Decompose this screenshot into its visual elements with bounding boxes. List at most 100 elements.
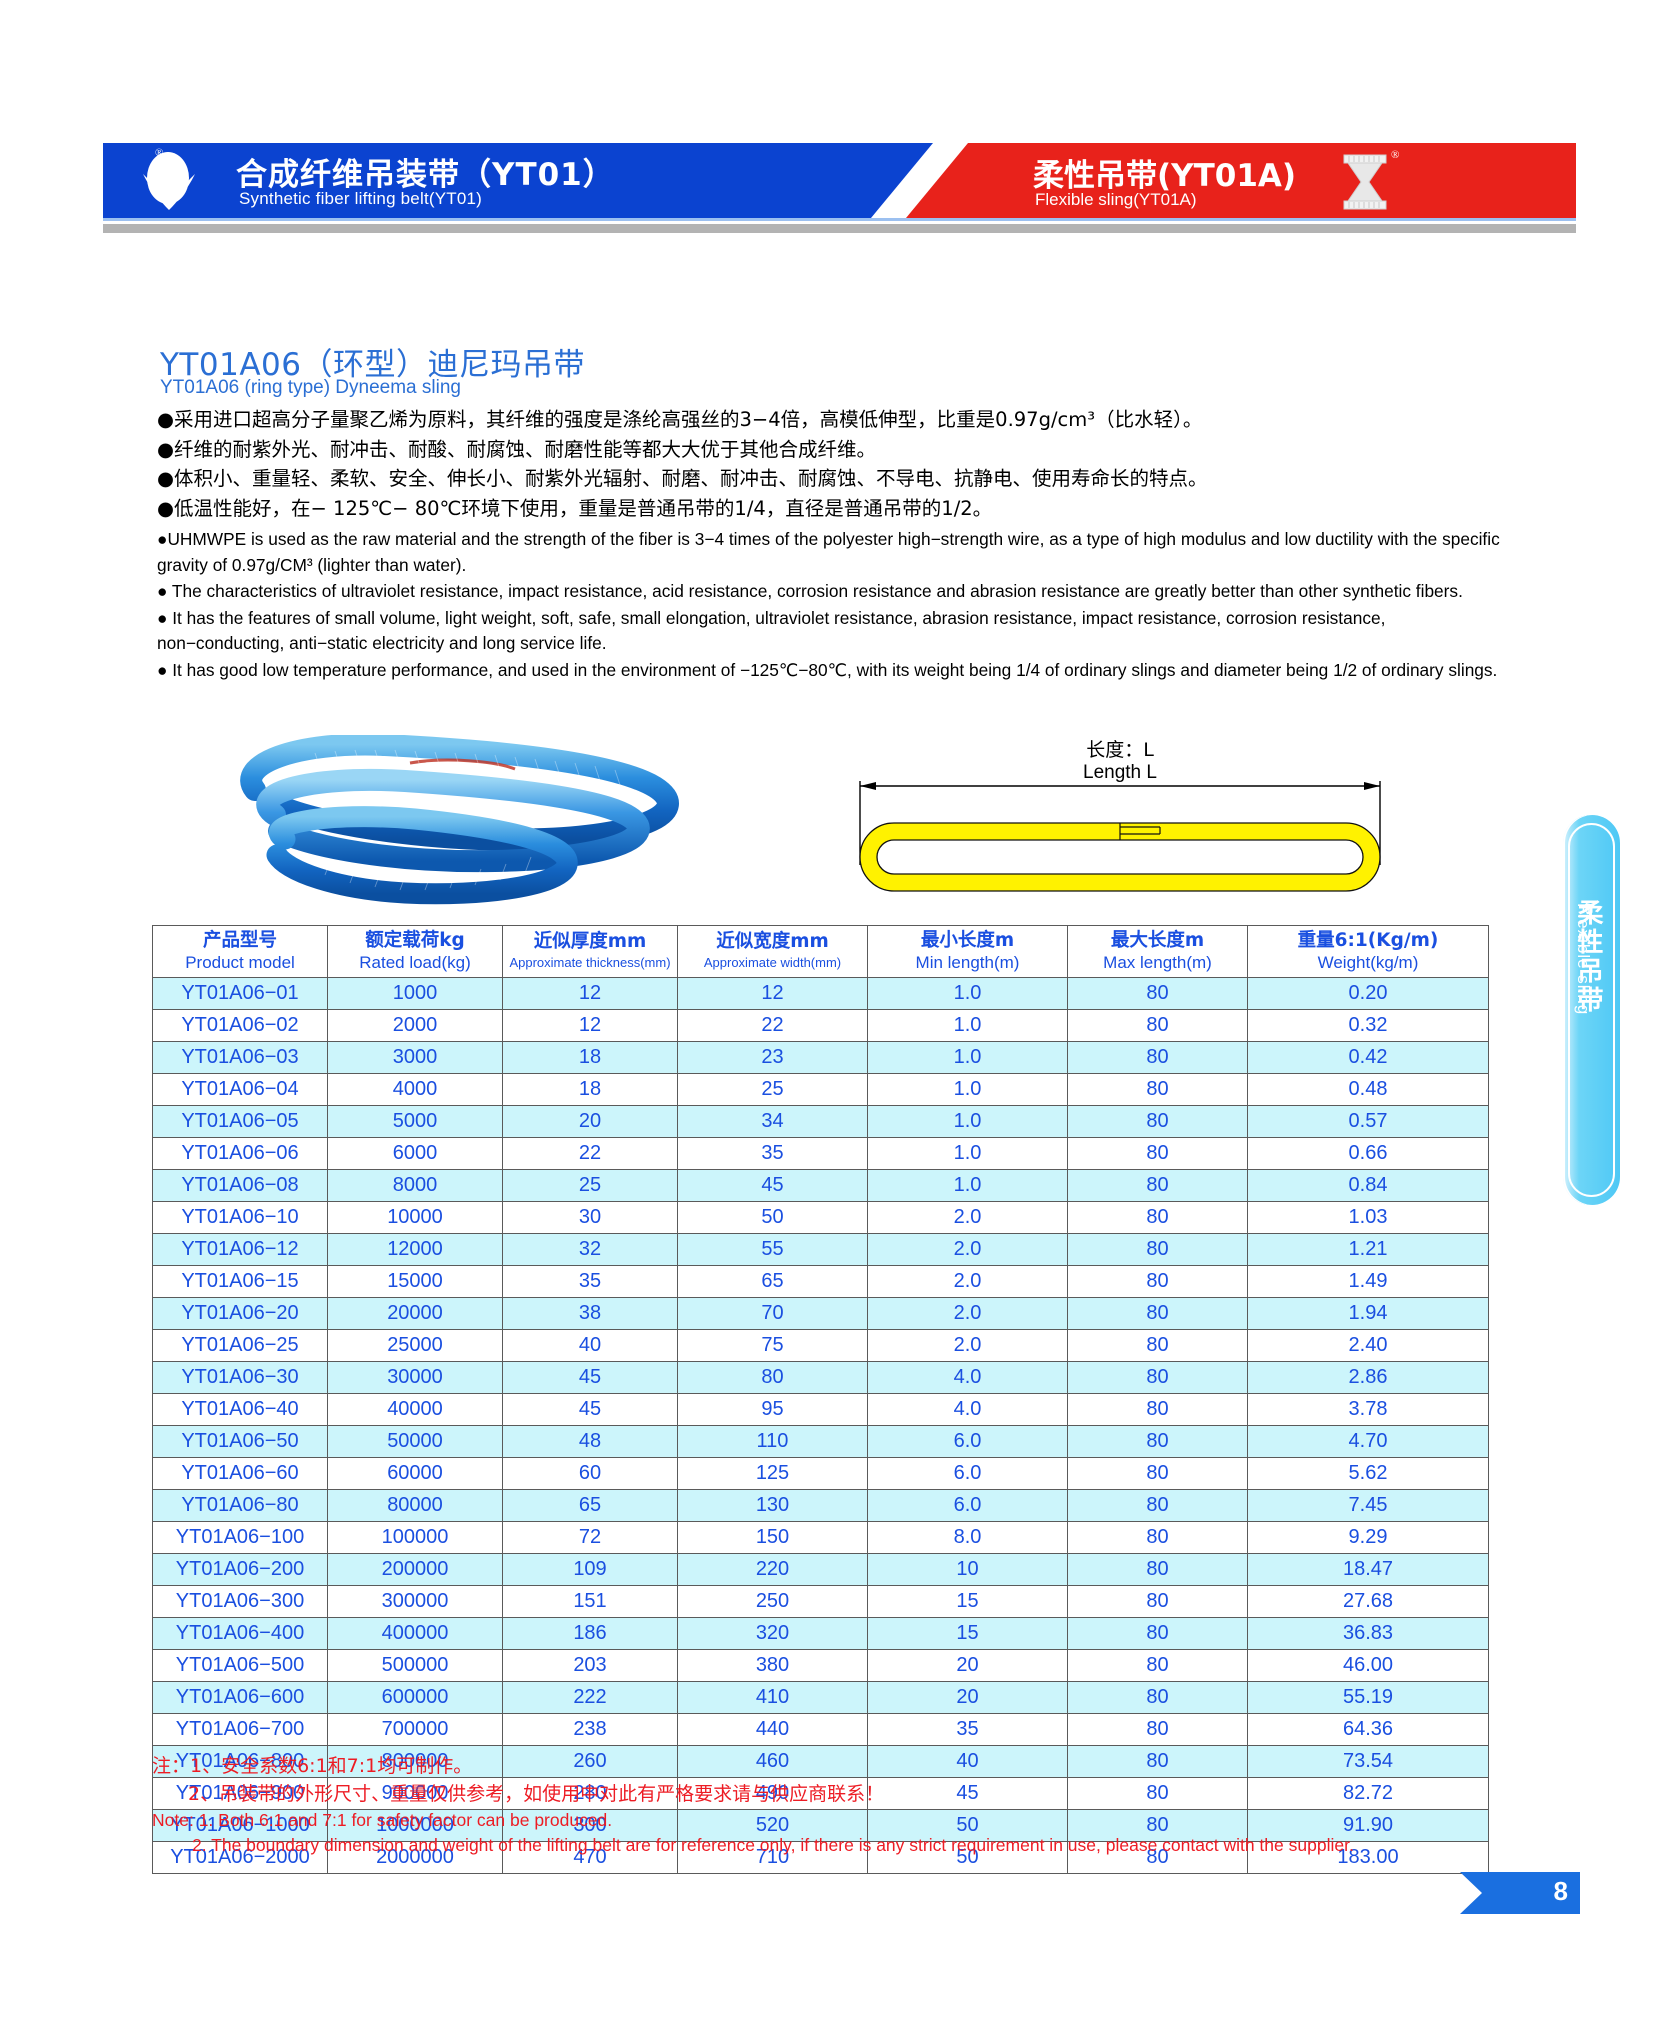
logo-registered-icon: ®	[155, 147, 164, 159]
cell-value: 35	[677, 1137, 868, 1170]
cell-product-model: YT01A06−900	[152, 1777, 328, 1810]
cell-value: 12	[502, 977, 678, 1010]
table-row: YT01A06−700 700000 238 440 35 80 64.36	[152, 1713, 1489, 1746]
cell-value: 80	[1067, 1137, 1248, 1170]
header-left-title-en: Synthetic fiber lifting belt(YT01)	[239, 189, 483, 208]
cell-value: 380	[677, 1649, 868, 1682]
cell-value: 22	[502, 1137, 678, 1170]
col-header-cn: 近似厚度mm	[533, 930, 647, 952]
cell-value: 130	[677, 1489, 868, 1522]
table-row: YT01A06−800 800000 260 460 40 80 73.54	[152, 1745, 1489, 1778]
cell-value: 4000	[327, 1073, 503, 1106]
side-tab-flexible-sling[interactable]: 柔性吊带 Flexible sling	[1563, 815, 1620, 1205]
cell-value: 80	[1067, 1265, 1248, 1298]
table-row: YT01A06−1000 1000000 300 520 50 80 91.90	[152, 1809, 1489, 1842]
cell-value: 20000	[327, 1297, 503, 1330]
features-list-cn: ●采用进口超高分子量聚乙烯为原料，其纤维的强度是涤纶高强丝的3−4倍，高模低伸型…	[157, 405, 1497, 523]
cell-value: 0.42	[1247, 1041, 1489, 1074]
header-blue-rule	[103, 218, 1576, 221]
cell-value: 1.0	[867, 1073, 1068, 1106]
note-cn-2: 2、吊装带的外形尺寸、重量仅供参考，如使用中对此有严格要求请与供应商联系！	[188, 1783, 885, 1805]
cell-product-model: YT01A06−200	[152, 1553, 328, 1586]
table-row: YT01A06−400 400000 186 320 15 80 36.83	[152, 1617, 1489, 1650]
cell-value: 1000	[327, 977, 503, 1010]
col-header-en: Max length(m)	[1103, 953, 1212, 972]
cell-value: 1.21	[1247, 1233, 1489, 1266]
col-header-cn: 产品型号	[202, 930, 277, 951]
cell-value: 8.0	[867, 1521, 1068, 1554]
side-tab-border	[1568, 823, 1615, 1197]
cell-product-model: YT01A06−2000	[152, 1841, 328, 1874]
cell-value: 15000	[327, 1265, 503, 1298]
cell-value: 7.45	[1247, 1489, 1489, 1522]
table-row: YT01A06−15 15000 35 65 2.0 80 1.49	[152, 1265, 1489, 1298]
cell-value: 50	[867, 1841, 1068, 1874]
cell-product-model: YT01A06−50	[152, 1425, 328, 1458]
header-right-title-en: Flexible sling(YT01A)	[1035, 190, 1197, 209]
cell-value: 20	[867, 1649, 1068, 1682]
col-header-cn: 最小长度m	[920, 930, 1015, 951]
cell-value: 72	[502, 1521, 678, 1554]
col-header-cn: 额定载荷kg	[365, 930, 465, 951]
cell-value: 30000	[327, 1361, 503, 1394]
cell-value: 6.0	[867, 1425, 1068, 1458]
cell-value: 80	[1067, 1777, 1248, 1810]
cell-value: 18.47	[1247, 1553, 1489, 1586]
arrow-head-right-icon	[1364, 782, 1380, 790]
side-tab-label-cn: 柔性吊带	[1573, 899, 1603, 1015]
cell-value: 38	[502, 1297, 678, 1330]
col-header-en: Weight(kg/m)	[1317, 953, 1419, 972]
cell-value: 80	[1067, 1809, 1248, 1842]
cell-value: 2.0	[867, 1329, 1068, 1362]
cell-value: 60000	[327, 1457, 503, 1490]
cell-value: 300000	[327, 1585, 503, 1618]
table-row: YT01A06−10 10000 30 50 2.0 80 1.03	[152, 1201, 1489, 1234]
cell-value: 10	[867, 1553, 1068, 1586]
dimension-diagram: 长度：L Length L	[820, 735, 1420, 910]
table-row: YT01A06−03 3000 18 23 1.0 80 0.42	[152, 1041, 1489, 1074]
table-row: YT01A06−200 200000 109 220 10 80 18.47	[152, 1553, 1489, 1586]
cell-product-model: YT01A06−600	[152, 1681, 328, 1714]
cell-value: 2.86	[1247, 1361, 1489, 1394]
cell-value: 15	[867, 1617, 1068, 1650]
cell-product-model: YT01A06−01	[152, 977, 328, 1010]
col-header-cn: 近似宽度mm	[716, 930, 829, 952]
cell-value: 25	[502, 1169, 678, 1202]
table-row: YT01A06−05 5000 20 34 1.0 80 0.57	[152, 1105, 1489, 1138]
feature-en-3: ● It has the features of small volume, l…	[157, 607, 1386, 654]
col-header-rated-load: 额定载荷kg Rated load(kg)	[327, 925, 503, 978]
col-header-width: 近似宽度mm Approximate width(mm)	[677, 925, 868, 978]
table-row: YT01A06−20 20000 38 70 2.0 80 1.94	[152, 1297, 1489, 1330]
table-row: YT01A06−500 500000 203 380 20 80 46.00	[152, 1649, 1489, 1682]
cell-value: 80	[677, 1361, 868, 1394]
cell-value: 4.70	[1247, 1425, 1489, 1458]
cell-value: 60	[502, 1457, 678, 1490]
cell-value: 80	[1067, 1201, 1248, 1234]
cell-value: 40	[867, 1745, 1068, 1778]
table-row: YT01A06−900 900000 280 490 45 80 82.72	[152, 1777, 1489, 1810]
cell-value: 25000	[327, 1329, 503, 1362]
cell-value: 151	[502, 1585, 678, 1618]
cell-value: 2.40	[1247, 1329, 1489, 1362]
page-header-banner: ® 合成纤维吊装带（YT01） Synthetic fiber lifting …	[103, 143, 1576, 218]
cell-value: 125	[677, 1457, 868, 1490]
cell-value: 1.0	[867, 1041, 1068, 1074]
cell-value: 110	[677, 1425, 868, 1458]
cell-value: 80	[1067, 1841, 1248, 1874]
cell-value: 20	[502, 1105, 678, 1138]
cell-value: 55	[677, 1233, 868, 1266]
diagram-graphic	[859, 781, 1381, 892]
cell-product-model: YT01A06−500	[152, 1649, 328, 1682]
notes-block: 注：1、安全系数6:1和7:1均可制作。 2、吊装带的外形尺寸、重量仅供参考，如…	[152, 1752, 1512, 1858]
cell-value: 34	[677, 1105, 868, 1138]
banner-icon-registered-icon: ®	[1391, 149, 1400, 161]
cell-value: 80	[1067, 1649, 1248, 1682]
cell-value: 490	[677, 1777, 868, 1810]
cell-value: 440	[677, 1713, 868, 1746]
cell-value: 260	[502, 1745, 678, 1778]
header-left-title-cn: 合成纤维吊装带（YT01）	[236, 157, 615, 193]
table-row: YT01A06−30 30000 45 80 4.0 80 2.86	[152, 1361, 1489, 1394]
cell-value: 2000000	[327, 1841, 503, 1874]
cell-value: 80	[1067, 1009, 1248, 1042]
cell-value: 40	[502, 1329, 678, 1362]
